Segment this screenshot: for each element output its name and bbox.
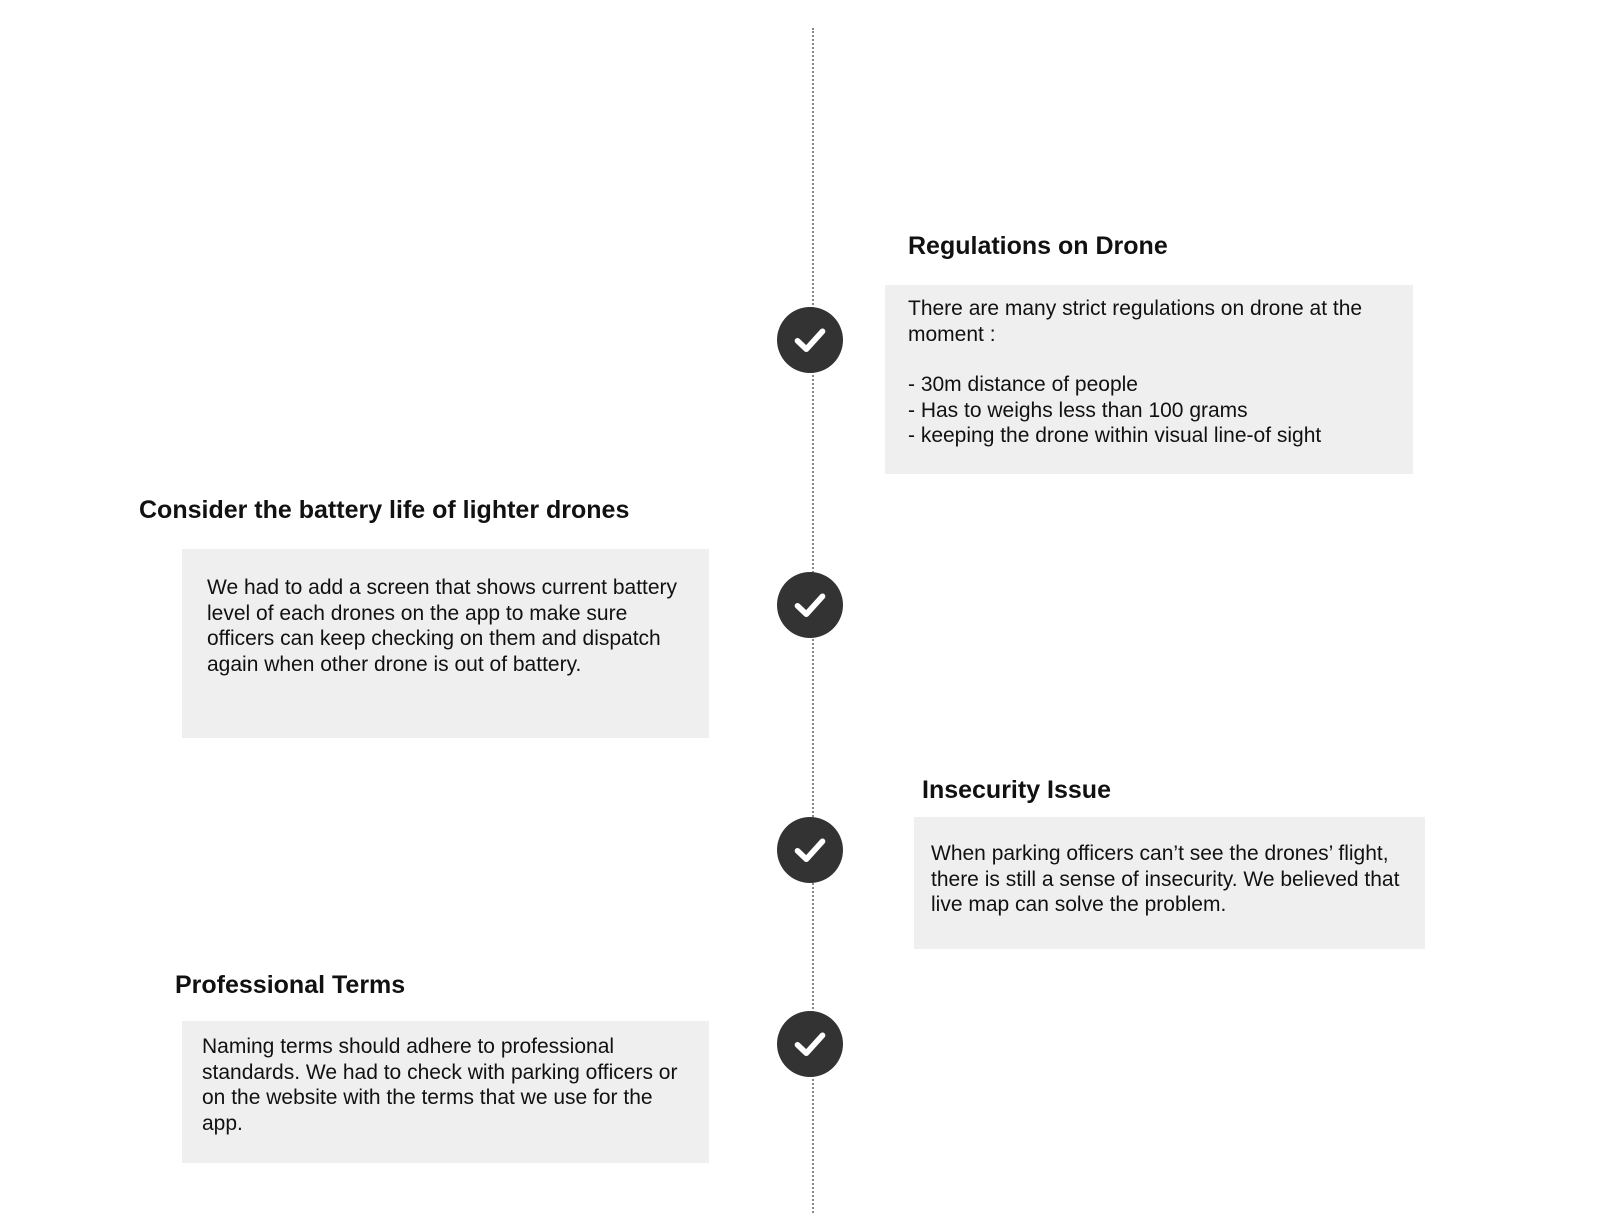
item-box-terms: Naming terms should adhere to profession… xyxy=(182,1021,709,1163)
item-box-insecurity: When parking officers can’t see the dron… xyxy=(914,817,1425,949)
item-body-regulations: There are many strict regulations on dro… xyxy=(908,297,1363,346)
regulations-list: - 30m distance of people - Has to weighs… xyxy=(908,372,1393,449)
check-circle-icon xyxy=(777,1011,843,1077)
regulation-item: - Has to weighs less than 100 grams xyxy=(908,398,1248,422)
check-circle-icon xyxy=(777,572,843,638)
item-title-battery: Consider the battery life of lighter dro… xyxy=(139,496,630,524)
check-circle-icon xyxy=(777,817,843,883)
item-body-terms: Naming terms should adhere to profession… xyxy=(202,1035,678,1135)
item-box-battery: We had to add a screen that shows curren… xyxy=(182,549,709,738)
regulation-item: - keeping the drone within visual line-o… xyxy=(908,424,1322,447)
item-title-insecurity: Insecurity Issue xyxy=(922,776,1111,804)
regulation-item: - 30m distance of people xyxy=(908,373,1138,396)
item-box-regulations: There are many strict regulations on dro… xyxy=(885,285,1413,474)
item-title-terms: Professional Terms xyxy=(175,971,406,999)
check-circle-icon xyxy=(777,307,843,373)
item-title-regulations: Regulations on Drone xyxy=(908,232,1168,260)
item-body-battery: We had to add a screen that shows curren… xyxy=(207,576,678,676)
item-body-insecurity: When parking officers can’t see the dron… xyxy=(931,842,1400,916)
